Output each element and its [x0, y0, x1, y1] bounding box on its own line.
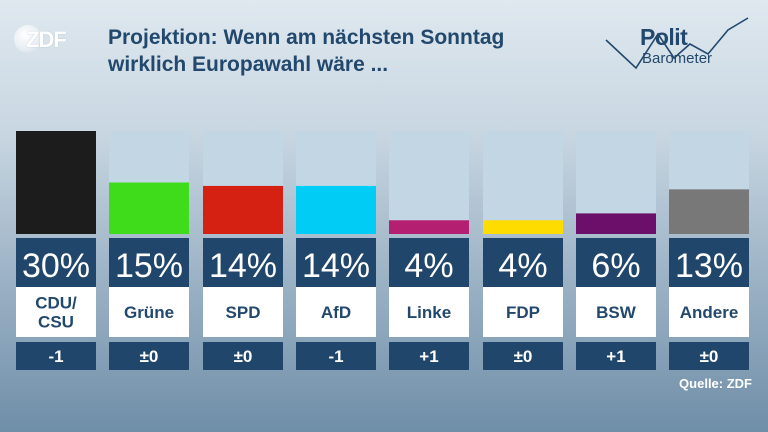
value-box	[389, 238, 469, 287]
category-box	[16, 287, 96, 337]
bar	[576, 213, 656, 234]
change-label: ±0	[700, 347, 719, 366]
politbarometer-brand: Polit Barometer	[596, 10, 758, 82]
bar	[669, 189, 749, 234]
category-box	[576, 287, 656, 337]
category-box	[203, 287, 283, 337]
change-label: ±0	[234, 347, 253, 366]
bar	[109, 182, 189, 234]
category-label: AfD	[321, 303, 351, 322]
bar-track	[389, 131, 469, 234]
page-title: Projektion: Wenn am nächsten Sonntag wir…	[108, 24, 588, 78]
zdf-logo: ZDF	[14, 25, 84, 53]
bar-track	[483, 131, 563, 234]
bar	[296, 185, 376, 234]
value-label: 6%	[591, 247, 640, 285]
value-label: 4%	[498, 247, 547, 285]
bar	[16, 131, 96, 234]
category-box	[483, 287, 563, 337]
value-label: 14%	[209, 247, 277, 285]
change-label: +1	[606, 347, 625, 366]
bar	[483, 220, 563, 234]
value-box	[109, 238, 189, 287]
category-label: Andere	[680, 303, 739, 322]
category-label: Grüne	[124, 303, 174, 322]
change-box	[296, 342, 376, 370]
value-box	[203, 238, 283, 287]
value-box	[296, 238, 376, 287]
change-label: ±0	[140, 347, 159, 366]
value-label: 15%	[115, 247, 183, 285]
title-line-2: wirklich Europawahl wäre ...	[108, 53, 389, 76]
value-box	[576, 238, 656, 287]
bar	[389, 220, 469, 234]
category-label: SPD	[226, 303, 261, 322]
title-line-1: Projektion: Wenn am nächsten Sonntag	[108, 26, 505, 49]
bar	[203, 185, 283, 234]
change-box	[16, 342, 96, 370]
value-box	[669, 238, 749, 287]
change-label: ±0	[514, 347, 533, 366]
category-label: Linke	[407, 303, 451, 322]
change-label: -1	[328, 347, 343, 366]
change-box	[576, 342, 656, 370]
logo-disc-icon	[14, 25, 42, 53]
value-box	[483, 238, 563, 287]
category-label: CDU/	[35, 294, 77, 313]
category-box	[296, 287, 376, 337]
category-box	[669, 287, 749, 337]
value-label: 14%	[302, 247, 370, 285]
brand-line-1: Polit	[640, 24, 688, 50]
category-label: FDP	[506, 303, 540, 322]
category-box	[389, 287, 469, 337]
value-box	[16, 238, 96, 287]
value-label: 13%	[675, 247, 743, 285]
change-box	[109, 342, 189, 370]
category-box	[109, 287, 189, 337]
change-box	[669, 342, 749, 370]
change-box	[389, 342, 469, 370]
brand-line-2: Barometer	[642, 50, 713, 67]
logo-text: ZDF	[26, 27, 67, 52]
change-label: -1	[48, 347, 63, 366]
source-note: Quelle: ZDF	[679, 376, 752, 391]
value-label: 4%	[404, 247, 453, 285]
change-label: +1	[419, 347, 438, 366]
change-box	[483, 342, 563, 370]
category-label: BSW	[596, 303, 637, 322]
value-label: 30%	[22, 247, 90, 285]
category-label: CSU	[38, 313, 74, 332]
brand-zigzag-icon	[605, 17, 749, 70]
change-box	[203, 342, 283, 370]
